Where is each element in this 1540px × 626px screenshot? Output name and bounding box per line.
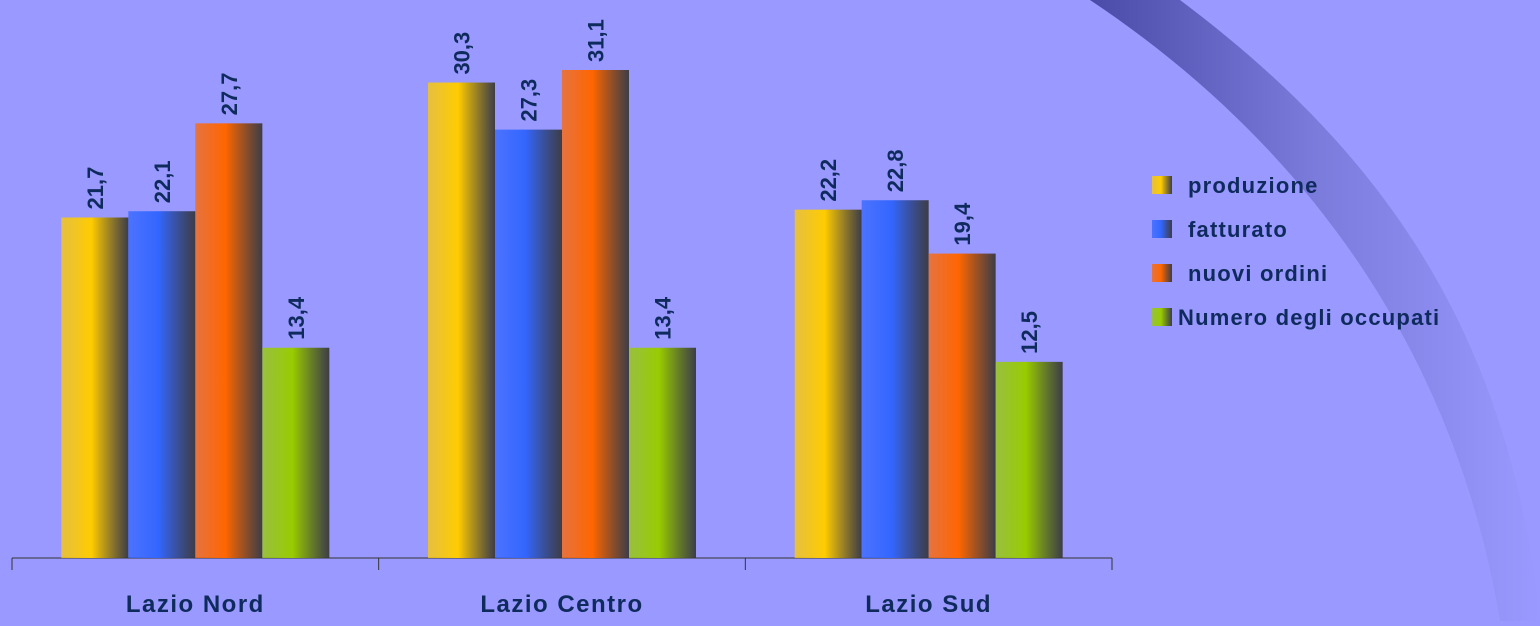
- legend-label: fatturato: [1188, 217, 1288, 242]
- value-label: 22,8: [883, 149, 908, 192]
- x-tick-label: Lazio Sud: [865, 591, 992, 618]
- page: Lazio Nord 21,7 22,1 27,7 13,4 Lazio Centro 30…: [0, 0, 1540, 621]
- legend-swatch: [1152, 308, 1172, 326]
- value-label: 12,5: [1017, 311, 1042, 354]
- value-label: 31,1: [584, 19, 609, 62]
- value-label: 27,7: [217, 73, 242, 116]
- value-label: 22,2: [816, 159, 841, 202]
- legend-swatch: [1152, 264, 1172, 282]
- bar: [428, 83, 495, 558]
- value-label: 27,3: [517, 79, 542, 122]
- bar: [629, 348, 696, 558]
- bar: [929, 254, 996, 558]
- value-label: 22,1: [150, 160, 175, 203]
- bar: [862, 200, 929, 558]
- legend-swatch: [1152, 176, 1172, 194]
- value-label: 30,3: [450, 32, 475, 75]
- x-tick-label: Lazio Nord: [126, 591, 265, 618]
- legend-label: produzione: [1188, 173, 1319, 198]
- value-label: 21,7: [83, 167, 108, 210]
- value-label: 19,4: [950, 202, 975, 246]
- bar: [795, 210, 862, 558]
- legend-label: nuovi ordini: [1188, 261, 1328, 286]
- legend-label: Numero degli occupati: [1178, 305, 1440, 330]
- value-label: 13,4: [284, 296, 309, 340]
- bar: [195, 123, 262, 558]
- bar: [128, 211, 195, 558]
- bar: [495, 130, 562, 558]
- bar: [996, 362, 1063, 558]
- legend-swatch: [1152, 220, 1172, 238]
- bar: [262, 348, 329, 558]
- value-label: 13,4: [651, 296, 676, 340]
- x-tick-label: Lazio Centro: [480, 591, 643, 618]
- bar: [61, 217, 128, 558]
- bar: [562, 70, 629, 558]
- chart: Lazio Nord 21,7 22,1 27,7 13,4 Lazio Centro 30…: [0, 0, 1540, 621]
